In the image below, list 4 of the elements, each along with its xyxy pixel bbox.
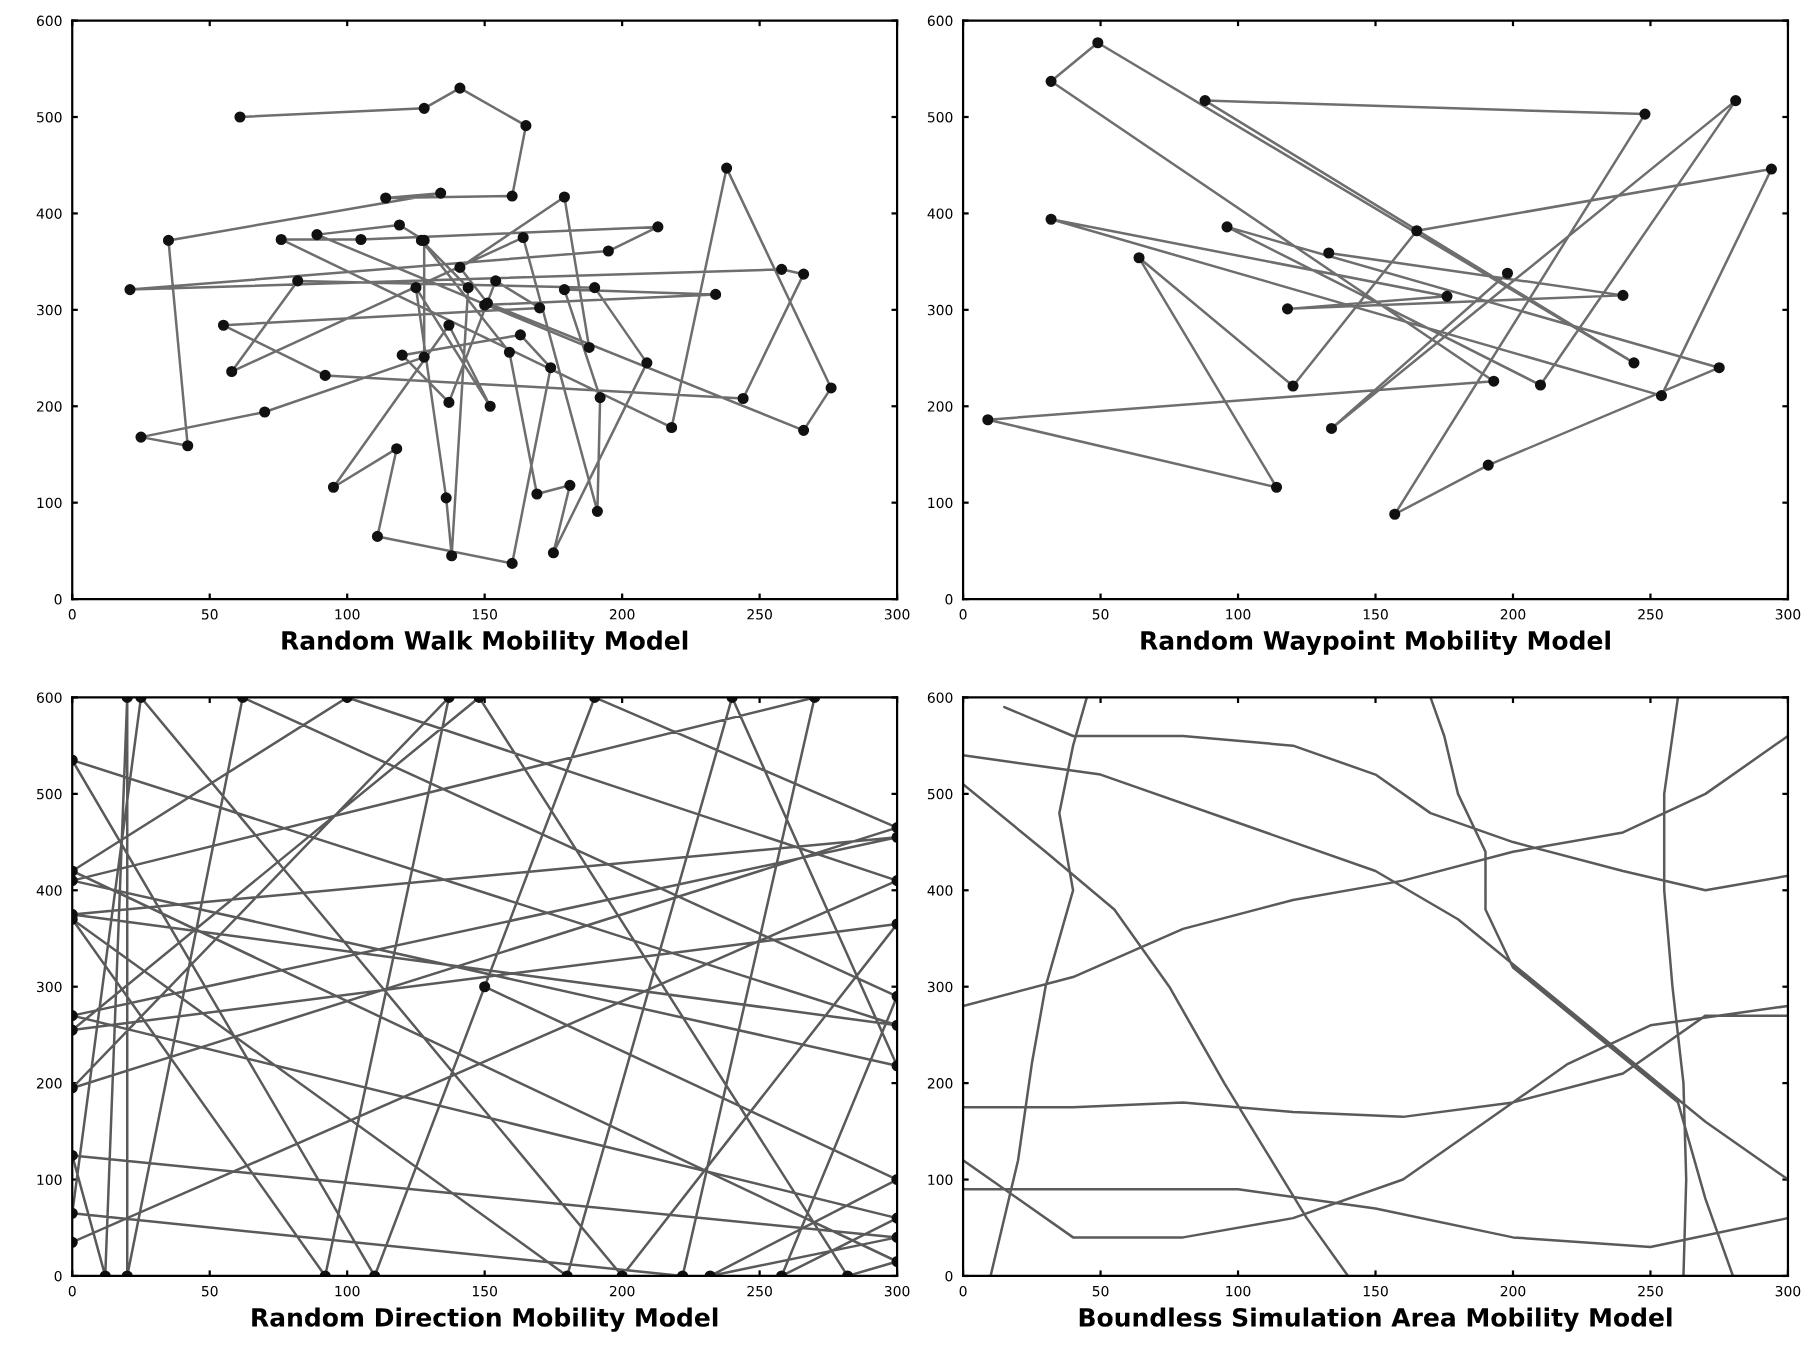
x-axis-title: Random Waypoint Mobility Model <box>1141 630 1610 655</box>
x-axis-title: Boundless Simulation Area Mobility Model <box>1079 1307 1672 1332</box>
x-axis-title: Random Direction Mobility Model <box>252 1307 718 1332</box>
x-axis-title: Random Walk Mobility Model <box>282 630 688 655</box>
